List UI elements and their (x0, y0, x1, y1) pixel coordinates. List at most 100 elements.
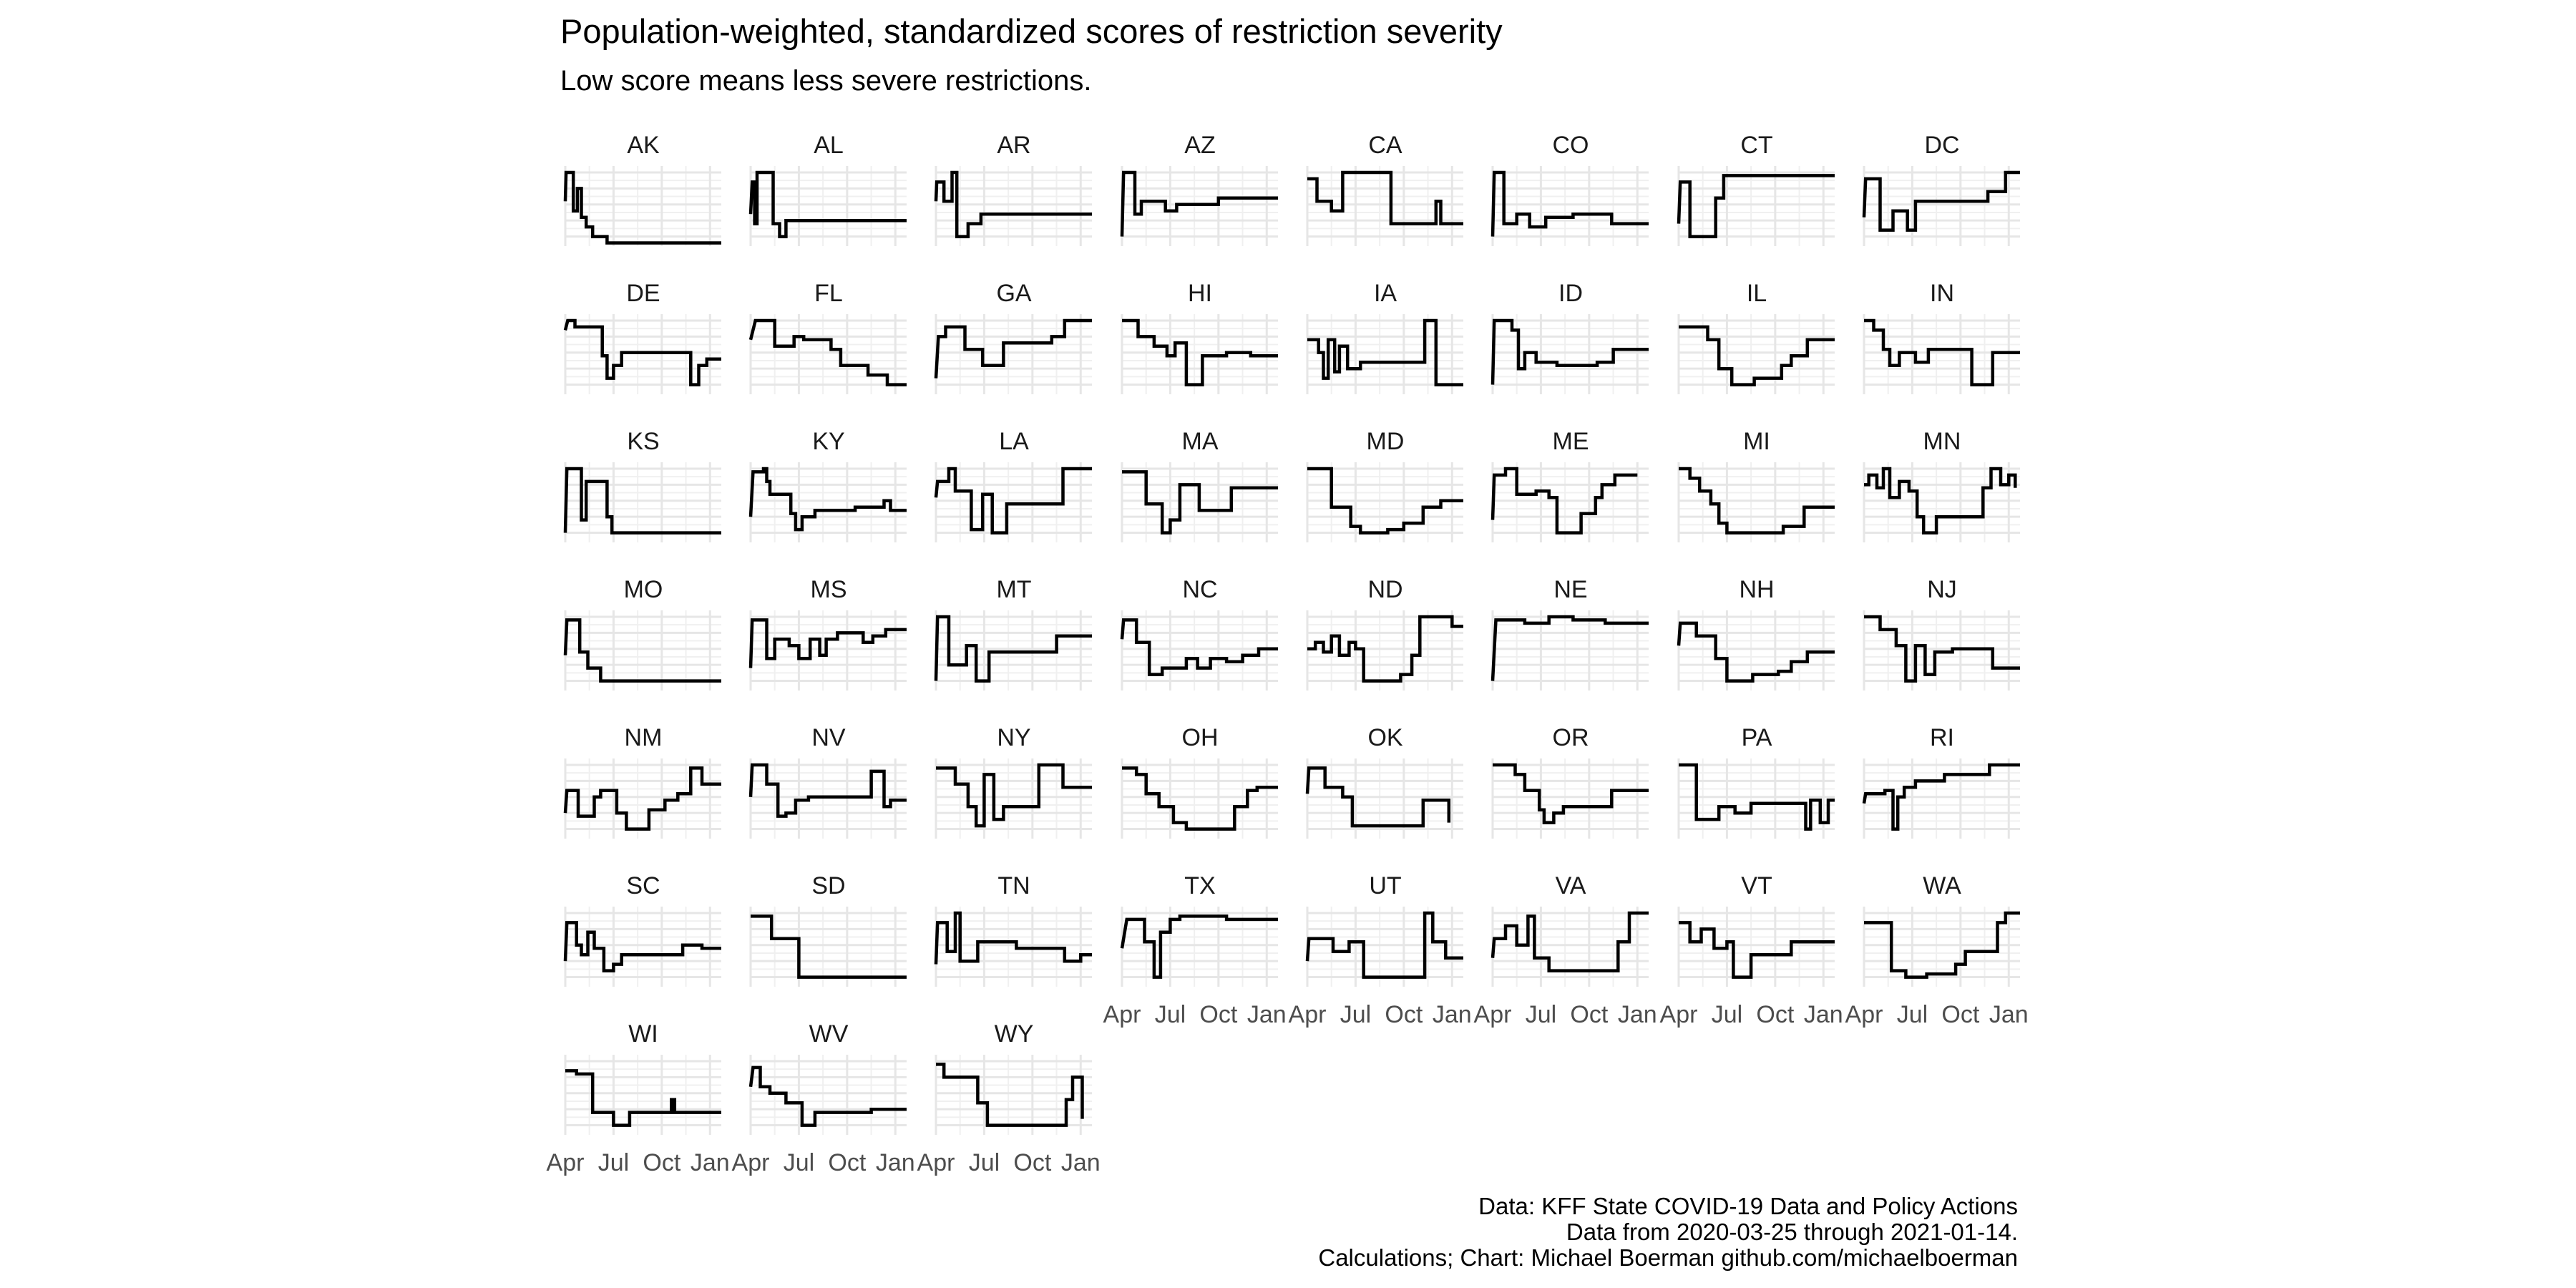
x-tick-label: Oct (1941, 1001, 1979, 1028)
series-line-ma (1122, 470, 1278, 535)
series-line-me (1491, 467, 1638, 535)
panel-minor-grid (1864, 462, 2020, 542)
x-tick-label: Jan (1247, 1001, 1287, 1028)
panel-label: GA (996, 280, 1031, 307)
panel-label: UT (1369, 872, 1401, 899)
panel-ct: CT (1677, 132, 1835, 246)
panel-major-grid (1491, 314, 1649, 394)
panel-label: KY (812, 428, 844, 455)
x-tick-label: Oct (1199, 1001, 1237, 1028)
panel-major-grid (1677, 758, 1835, 839)
panel-minor-grid (1864, 166, 2020, 246)
panel-major-grid (1491, 166, 1649, 246)
x-axis-wy: Apr Jul Oct Jan (917, 1149, 1101, 1176)
panel-label: OK (1367, 724, 1402, 751)
panel-minor-grid (751, 1055, 907, 1135)
x-tick-label: Jul (1526, 1001, 1556, 1028)
panel-ga: GA (934, 280, 1092, 394)
panel-ny: NY (935, 724, 1092, 839)
panel-il: IL (1677, 280, 1835, 394)
panel-major-grid (935, 166, 1092, 246)
x-axis-vt: Apr Jul Oct Jan (1660, 1001, 1843, 1028)
panel-label: MI (1743, 428, 1770, 455)
panel-label: NC (1182, 576, 1217, 603)
panel-label: TX (1184, 872, 1215, 899)
panel-label: PA (1742, 724, 1772, 751)
series-line-oh (1122, 766, 1278, 831)
panel-ks: KS (563, 428, 721, 542)
panel-label: DE (626, 280, 660, 307)
series-line-ok (1305, 766, 1451, 828)
series-line-nj (1864, 615, 2020, 683)
panel-label: WV (809, 1020, 849, 1048)
panel-major-grid (1677, 462, 1835, 542)
x-tick-label: Jan (1061, 1149, 1101, 1176)
x-axis-ut: Apr Jul Oct Jan (1289, 1001, 1472, 1028)
panel-label: MS (811, 576, 847, 603)
panel-mi: MI (1677, 428, 1835, 542)
panel-label: OR (1553, 724, 1589, 751)
chart-title: Population-weighted, standardized scores… (560, 12, 1503, 50)
x-tick-label: Jul (1712, 1001, 1742, 1028)
x-tick-label: Jul (969, 1149, 1000, 1176)
panel-label: KS (627, 428, 659, 455)
panel-ri: RI (1862, 724, 2020, 839)
panel-la: LA (934, 428, 1092, 542)
panel-label: WA (1923, 872, 1961, 899)
panel-minor-grid (565, 758, 721, 839)
panel-label: NJ (1927, 576, 1957, 603)
panel-label: ND (1367, 576, 1402, 603)
x-tick-label: Apr (547, 1149, 585, 1176)
series-line-wv (748, 1065, 907, 1127)
panel-minor-grid (1307, 462, 1463, 542)
panel-nc: NC (1120, 576, 1278, 691)
x-axis-va: Apr Jul Oct Jan (1474, 1001, 1657, 1028)
panel-dc: DC (1862, 132, 2020, 246)
x-tick-label: Apr (1660, 1001, 1698, 1028)
panel-minor-grid (1493, 907, 1649, 987)
panel-label: MT (996, 576, 1031, 603)
panel-major-grid (564, 166, 721, 246)
x-axis-wa: Apr Jul Oct Jan (1845, 1001, 2029, 1028)
x-tick-label: Jul (784, 1149, 814, 1176)
panel-label: IL (1747, 280, 1767, 307)
series-line-sc (563, 921, 721, 972)
panel-label: WI (628, 1020, 658, 1048)
x-tick-label: Jan (1989, 1001, 2029, 1028)
x-tick-label: Apr (1474, 1001, 1512, 1028)
panel-minor-grid (1307, 907, 1463, 987)
panel-nh: NH (1677, 576, 1835, 691)
panel-in: IN (1863, 280, 2020, 394)
panel-label: LA (999, 428, 1029, 455)
series-line-wi (565, 1069, 721, 1127)
series-line-mn (1864, 467, 2017, 535)
panel-ma: MA (1121, 428, 1278, 542)
series-line-nc (1120, 618, 1278, 676)
panel-minor-grid (751, 610, 907, 691)
panel-or: OR (1491, 724, 1649, 839)
panel-de: DE (563, 280, 721, 394)
series-line-nm (563, 766, 721, 831)
panel-al: AL (748, 132, 907, 246)
panel-major-grid (1121, 610, 1278, 691)
panel-ms: MS (748, 576, 907, 691)
panel-label: TN (997, 872, 1030, 899)
x-tick-label: Apr (1103, 1001, 1141, 1028)
panel-minor-grid (1679, 166, 1835, 246)
x-tick-label: Jul (1340, 1001, 1371, 1028)
panel-wy: WY (935, 1020, 1092, 1135)
panel-major-grid (564, 758, 721, 839)
panel-minor-grid (565, 314, 721, 394)
x-tick-label: Jul (598, 1149, 629, 1176)
panel-wv: WV (748, 1020, 907, 1135)
panel-tx: TX (1120, 872, 1278, 987)
panel-ar: AR (934, 132, 1092, 246)
panel-mo: MO (563, 576, 721, 691)
panel-major-grid (564, 610, 721, 691)
panel-minor-grid (1493, 314, 1649, 394)
series-line-co (1491, 170, 1649, 237)
panel-major-grid (1121, 907, 1278, 987)
x-axis-wv: Apr Jul Oct Jan (732, 1149, 915, 1176)
panel-label: NY (997, 724, 1030, 751)
